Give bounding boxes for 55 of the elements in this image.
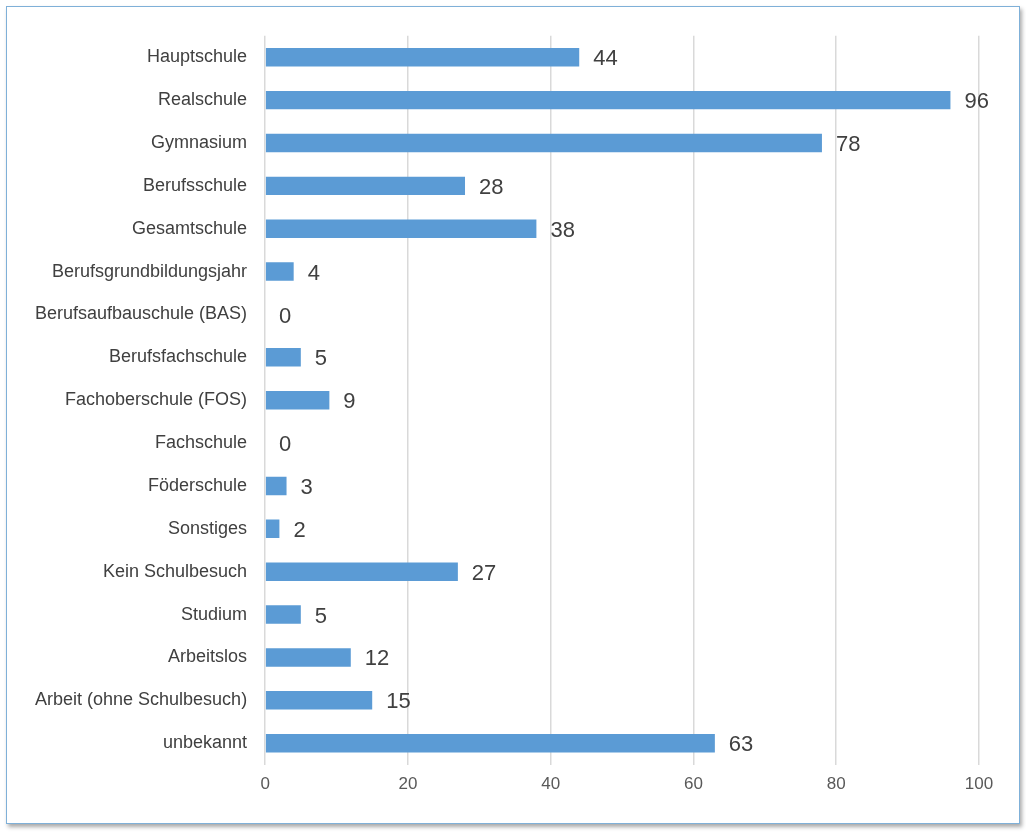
bar bbox=[265, 476, 287, 496]
data-label: 28 bbox=[479, 173, 504, 199]
data-label: 5 bbox=[314, 345, 328, 371]
bar bbox=[265, 648, 351, 667]
bar bbox=[265, 562, 458, 581]
bar bbox=[265, 262, 294, 281]
data-label: 0 bbox=[279, 431, 292, 457]
y-tick-label: Studium bbox=[181, 603, 248, 624]
y-tick-label: Arbeit (ohne Schulbesuch) bbox=[35, 689, 248, 710]
y-tick-label: Fachschule bbox=[155, 432, 248, 453]
y-tick-label: Berufsaufbauschule (BAS) bbox=[35, 303, 248, 324]
bar bbox=[265, 90, 951, 110]
data-label: 5 bbox=[314, 602, 328, 628]
data-label: 2 bbox=[293, 516, 306, 542]
bar bbox=[265, 519, 280, 539]
data-label: 3 bbox=[300, 474, 313, 499]
data-label: 15 bbox=[386, 688, 411, 714]
data-label: 38 bbox=[550, 216, 575, 242]
y-tick-label: Kein Schulbesuch bbox=[103, 560, 248, 581]
bar bbox=[265, 48, 580, 67]
y-tick-label: Berufsschule bbox=[143, 174, 248, 195]
x-tick-label: 60 bbox=[683, 774, 703, 794]
y-tick-label: Berufsfachschule bbox=[109, 346, 248, 367]
bar bbox=[265, 176, 466, 196]
y-tick-label: Arbeitslos bbox=[168, 646, 248, 667]
data-label: 63 bbox=[728, 731, 754, 757]
y-tick-label: Gesamtschule bbox=[132, 217, 248, 238]
bar bbox=[265, 605, 301, 624]
y-tick-label: Sonstiges bbox=[168, 517, 248, 538]
data-label: 27 bbox=[471, 559, 497, 585]
data-label: 0 bbox=[279, 302, 292, 328]
bar bbox=[265, 390, 330, 410]
bar bbox=[265, 733, 715, 753]
x-tick-label: 100 bbox=[964, 774, 994, 794]
bar bbox=[265, 691, 373, 710]
y-tick-label: Fachoberschule (FOS) bbox=[65, 389, 248, 410]
data-label: 9 bbox=[343, 388, 356, 414]
y-tick-label: unbekannt bbox=[163, 732, 248, 753]
bar bbox=[265, 133, 822, 153]
data-label: 12 bbox=[364, 645, 390, 671]
data-label: 4 bbox=[307, 259, 320, 285]
y-tick-label: Berufsgrundbildungsjahr bbox=[51, 260, 248, 281]
x-tick-label: 0 bbox=[260, 774, 270, 794]
x-tick-label: 40 bbox=[541, 774, 561, 794]
bar bbox=[265, 219, 537, 238]
bar bbox=[265, 348, 301, 367]
data-label: 78 bbox=[835, 131, 861, 157]
y-tick-label: Realschule bbox=[158, 89, 248, 110]
data-label: 44 bbox=[593, 45, 618, 71]
y-tick-label: Hauptschule bbox=[147, 46, 248, 67]
x-tick-label: 80 bbox=[826, 774, 846, 794]
data-label: 96 bbox=[964, 88, 989, 114]
x-tick-label: 20 bbox=[398, 774, 418, 794]
y-tick-label: Föderschule bbox=[148, 474, 248, 495]
y-tick-label: Gymnasium bbox=[151, 131, 248, 152]
